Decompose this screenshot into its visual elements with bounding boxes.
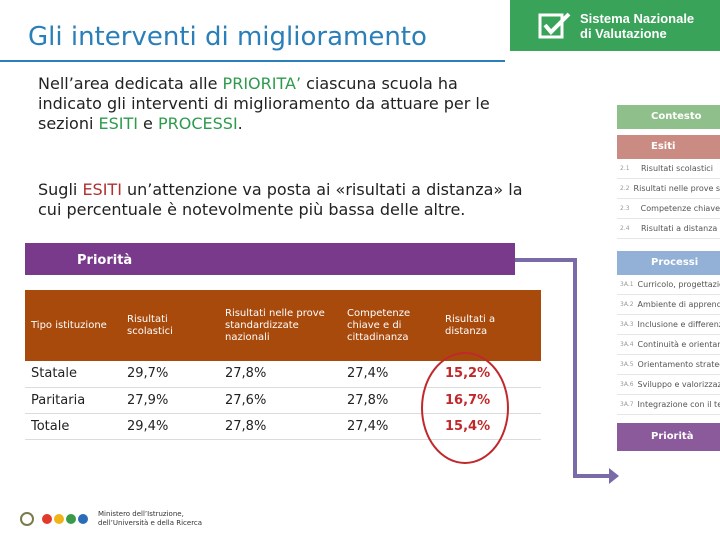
snv-logo: Sistema Nazionale di Valutazione <box>510 0 720 51</box>
column-header: Risultati a distanza <box>439 290 541 361</box>
table-row: Paritaria 27,9% 27,6% 27,8% 16,7% <box>25 387 541 414</box>
brand-line-2: di Valutazione <box>580 25 667 41</box>
connector-line <box>573 474 613 478</box>
column-header: Risultati nelle prove standardizzate naz… <box>219 290 341 361</box>
table-cell: 29,7% <box>121 361 219 388</box>
table-cell: 27,8% <box>219 361 341 388</box>
sidebar-item: 2.1 Risultati scolastici <box>617 159 720 179</box>
table-cell: Totale <box>25 413 121 440</box>
logo-dot-icon <box>78 514 88 524</box>
logo-dot-icon <box>42 514 52 524</box>
rav-sidebar-thumbnail: Contesto Esiti 2.1 Risultati scolastici 2… <box>617 105 720 465</box>
table-cell: 27,8% <box>219 413 341 440</box>
table-header-row: Tipo istituzione Risultati scolastici Ri… <box>25 290 541 361</box>
table-cell: 27,4% <box>341 361 439 388</box>
title-underline <box>0 60 505 62</box>
logo-dot-icon <box>66 514 76 524</box>
connector-line <box>515 258 577 262</box>
connector-line <box>573 262 577 478</box>
footer: Ministero dell’Istruzione, dell’Universi… <box>20 510 228 528</box>
results-table: Tipo istituzione Risultati scolastici Ri… <box>25 290 541 440</box>
priority-header-bar: Priorità <box>25 243 515 275</box>
sidebar-item: 2.3 Competenze chiave <box>617 199 720 219</box>
ministry-label: Ministero dell’Istruzione, dell’Universi… <box>98 510 203 527</box>
sidebar-item: 2.4 Risultati a distanza <box>617 219 720 239</box>
column-header: Risultati scolastici <box>121 290 219 361</box>
table-cell: Paritaria <box>25 387 121 414</box>
paragraph-esiti: Sugli ESITI un’attenzione va posta ai «r… <box>38 180 523 219</box>
page-title: Gli interventi di miglioramento <box>28 22 427 52</box>
table-cell: 29,4% <box>121 413 219 440</box>
brand-line-1: Sistema Nazionale <box>580 10 695 26</box>
arrow-right-icon <box>609 468 619 484</box>
column-header: Tipo istituzione <box>25 290 121 361</box>
paragraph-priorita: Nell’area dedicata alle PRIORITA’ ciascu… <box>38 74 490 133</box>
table-cell: Statale <box>25 361 121 388</box>
sidebar-section-processi: Processi <box>617 251 720 275</box>
sidebar-section-esiti: Esiti <box>617 135 720 159</box>
check-box-icon <box>538 12 571 38</box>
table-cell: 27,6% <box>219 387 341 414</box>
highlight-ellipse <box>421 352 509 464</box>
table-cell: 27,9% <box>121 387 219 414</box>
sidebar-section-contesto: Contesto <box>617 105 720 129</box>
logo-dot-icon <box>54 514 64 524</box>
sidebar-section-priorita: Priorità <box>617 423 720 451</box>
column-header: Competenze chiave e di cittadinanza <box>341 290 439 361</box>
republic-emblem-icon <box>20 512 34 526</box>
